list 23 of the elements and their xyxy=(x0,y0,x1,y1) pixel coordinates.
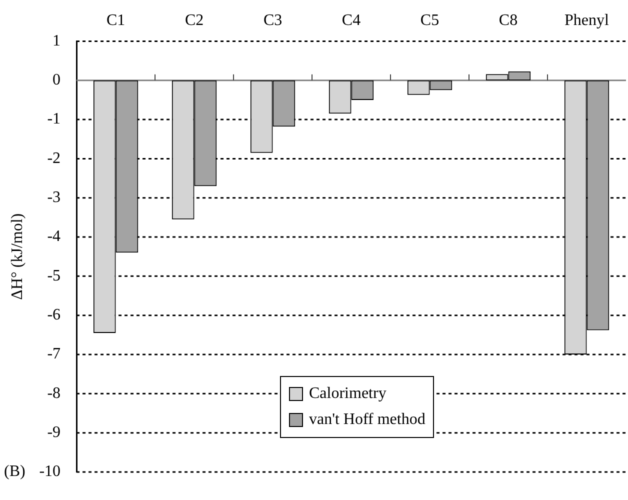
y-tick-label: -2 xyxy=(47,150,61,167)
text: (B) xyxy=(4,463,26,480)
x-tick-label: C3 xyxy=(263,12,282,29)
x-tick-label: C1 xyxy=(106,12,126,29)
legend-label: Calorimetry xyxy=(309,384,386,404)
y-tick-label: -1 xyxy=(47,110,61,128)
y-tick-label: -10 xyxy=(39,463,61,480)
x-tick-label: C4 xyxy=(342,12,361,29)
x-tick-label: Phenyl xyxy=(564,12,610,29)
y-tick-label: -9 xyxy=(47,424,61,442)
x-tick-label: C2 xyxy=(184,12,204,29)
x-tick-label: C5 xyxy=(420,12,440,29)
y-tick-label: -7 xyxy=(47,346,61,363)
y-tick-label: -8 xyxy=(47,384,61,402)
y-tick-label: -3 xyxy=(47,189,61,206)
y-tick-label: -6 xyxy=(47,306,61,324)
y-tick-label: -5 xyxy=(47,267,61,284)
y-tick-label: 0 xyxy=(52,72,61,89)
legend-label: van't Hoff method xyxy=(309,410,426,430)
y-tick-label: 1 xyxy=(52,32,61,50)
y-axis-title: ΔH° (kJ/mol) xyxy=(8,213,26,300)
x-tick-label: C8 xyxy=(498,12,518,29)
y-tick-label: -4 xyxy=(47,228,61,246)
